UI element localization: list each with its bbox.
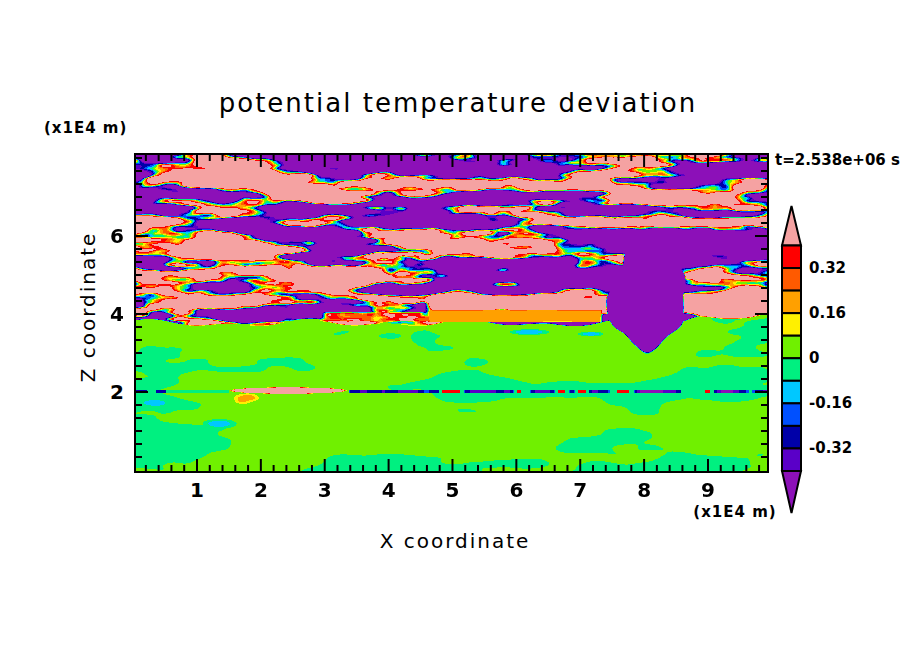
colorbar-band bbox=[782, 381, 801, 404]
x-tick-label: 5 bbox=[437, 478, 467, 502]
colorbar-band bbox=[782, 448, 801, 471]
plot-title: potential temperature deviation bbox=[138, 88, 778, 118]
axis-ticks bbox=[134, 153, 769, 473]
colorbar-tick-label: 0 bbox=[809, 348, 819, 368]
time-annotation: t=2.538e+06 s bbox=[775, 151, 900, 169]
colorbar-tick-label: 0.32 bbox=[809, 258, 846, 278]
x-tick-label: 2 bbox=[246, 478, 276, 502]
colorbar-band bbox=[782, 403, 801, 426]
x-tick-label: 4 bbox=[374, 478, 404, 502]
colorbar-band bbox=[782, 358, 801, 381]
y-axis-units: (x1E4 m) bbox=[44, 119, 127, 137]
y-tick-label: 6 bbox=[94, 224, 124, 248]
x-tick-label: 8 bbox=[629, 478, 659, 502]
colorbar bbox=[770, 196, 904, 526]
colorbar-tick-label: -0.16 bbox=[809, 393, 852, 413]
y-tick-label: 4 bbox=[94, 302, 124, 326]
x-tick-label: 9 bbox=[693, 478, 723, 502]
colorbar-band bbox=[782, 313, 801, 336]
colorbar-band bbox=[782, 291, 801, 314]
y-tick-label: 2 bbox=[94, 380, 124, 404]
colorbar-band bbox=[782, 246, 801, 269]
figure: potential temperature deviation (x1E4 m)… bbox=[0, 0, 904, 654]
colorbar-tick-label: -0.32 bbox=[809, 438, 852, 458]
x-tick-label: 3 bbox=[310, 478, 340, 502]
colorbar-band bbox=[782, 426, 801, 449]
x-tick-label: 1 bbox=[182, 478, 212, 502]
x-tick-label: 7 bbox=[565, 478, 595, 502]
colorbar-tick-label: 0.16 bbox=[809, 303, 846, 323]
x-axis-label: X coordinate bbox=[355, 529, 555, 553]
colorbar-band bbox=[782, 336, 801, 359]
colorbar-band bbox=[782, 268, 801, 291]
x-tick-label: 6 bbox=[501, 478, 531, 502]
